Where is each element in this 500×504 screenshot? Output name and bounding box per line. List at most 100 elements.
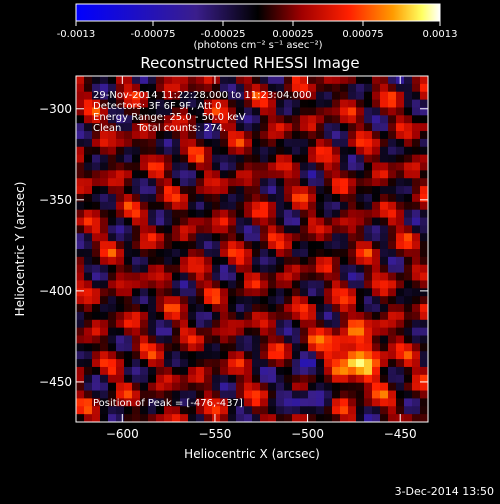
heatmap-cell — [156, 406, 165, 415]
heatmap-cell — [252, 264, 261, 273]
heatmap-cell — [132, 99, 141, 108]
heatmap-cell — [372, 193, 381, 203]
heatmap-cell — [348, 414, 357, 423]
heatmap-cell — [260, 390, 269, 399]
heatmap-cell — [404, 217, 413, 226]
heatmap-cell — [380, 382, 389, 391]
heatmap-cell — [412, 288, 421, 297]
heatmap-cell — [148, 131, 157, 140]
heatmap-cell — [124, 398, 133, 407]
heatmap-cell — [388, 76, 397, 85]
heatmap-cell — [156, 280, 165, 289]
heatmap-cell — [220, 398, 229, 407]
heatmap-cell — [372, 186, 381, 195]
heatmap-cell — [420, 193, 429, 203]
heatmap-cell — [244, 335, 253, 344]
heatmap-cell — [356, 382, 365, 391]
heatmap-cell — [324, 249, 333, 258]
heatmap-cell — [324, 99, 333, 108]
heatmap-cell — [324, 233, 333, 242]
heatmap-cell — [100, 138, 109, 148]
heatmap-cell — [180, 327, 189, 336]
heatmap-cell — [132, 311, 141, 321]
heatmap-cell — [420, 374, 429, 384]
heatmap-cell — [140, 272, 149, 281]
heatmap-cell — [284, 335, 293, 344]
heatmap-cell — [188, 256, 197, 266]
heatmap-cell — [268, 343, 277, 352]
heatmap-cell — [148, 162, 157, 171]
heatmap-cell — [412, 382, 421, 391]
heatmap-cell — [196, 225, 205, 234]
heatmap-cell — [284, 123, 293, 132]
heatmap-cell — [356, 233, 365, 242]
heatmap-cell — [388, 225, 397, 234]
heatmap-cell — [108, 249, 117, 258]
heatmap-cell — [340, 241, 349, 250]
heatmap-cell — [180, 288, 189, 297]
heatmap-cell — [348, 162, 357, 171]
heatmap-cell — [236, 249, 245, 258]
heatmap-cell — [92, 311, 101, 321]
heatmap-cell — [84, 217, 93, 226]
heatmap-cell — [252, 311, 261, 321]
heatmap-cell — [140, 311, 149, 321]
heatmap-cell — [332, 319, 341, 329]
heatmap-cell — [348, 374, 357, 384]
heatmap-cell — [300, 178, 309, 187]
heatmap-cell — [196, 249, 205, 258]
heatmap-cell — [236, 76, 245, 85]
heatmap-cell — [180, 366, 189, 376]
heatmap-cell — [116, 83, 125, 93]
heatmap-cell — [316, 241, 325, 250]
heatmap-cell — [380, 241, 389, 250]
heatmap-cell — [228, 241, 237, 250]
heatmap-cell — [100, 351, 109, 360]
heatmap-cell — [76, 162, 85, 171]
heatmap-cell — [316, 335, 325, 344]
heatmap-cell — [388, 390, 397, 399]
heatmap-cell — [364, 264, 373, 273]
heatmap-cell — [148, 178, 157, 187]
heatmap-cell — [268, 366, 277, 376]
heatmap-cell — [228, 138, 237, 148]
heatmap-cell — [188, 123, 197, 132]
heatmap-cell — [316, 304, 325, 313]
heatmap-cell — [284, 288, 293, 297]
heatmap-cell — [140, 288, 149, 297]
heatmap-cell — [268, 296, 277, 305]
heatmap-cell — [244, 146, 253, 156]
heatmap-cell — [396, 107, 405, 116]
heatmap-cell — [260, 123, 269, 132]
heatmap-cell — [340, 225, 349, 234]
heatmap-cell — [220, 256, 229, 266]
heatmap-cell — [156, 209, 165, 218]
heatmap-cell — [276, 382, 285, 391]
heatmap-cell — [132, 186, 141, 195]
heatmap-cell — [116, 382, 125, 391]
heatmap-cell — [148, 406, 157, 415]
heatmap-cell — [180, 76, 189, 85]
heatmap-cell — [364, 162, 373, 171]
heatmap-cell — [116, 91, 125, 100]
heatmap-cell — [404, 319, 413, 329]
heatmap-cell — [348, 99, 357, 108]
heatmap-cell — [292, 76, 301, 85]
heatmap-cell — [116, 233, 125, 242]
heatmap-cell — [332, 327, 341, 336]
heatmap-cell — [84, 91, 93, 100]
heatmap-cell — [316, 233, 325, 242]
heatmap-cell — [156, 107, 165, 116]
heatmap-cell — [100, 186, 109, 195]
heatmap-cell — [388, 366, 397, 376]
heatmap-cell — [316, 91, 325, 100]
heatmap-cell — [252, 146, 261, 156]
heatmap-cell — [172, 390, 181, 399]
heatmap-cell — [76, 288, 85, 297]
heatmap-cell — [308, 311, 317, 321]
heatmap-cell — [180, 186, 189, 195]
heatmap-cell — [388, 296, 397, 305]
heatmap-cell — [204, 280, 213, 289]
heatmap-cell — [364, 398, 373, 407]
